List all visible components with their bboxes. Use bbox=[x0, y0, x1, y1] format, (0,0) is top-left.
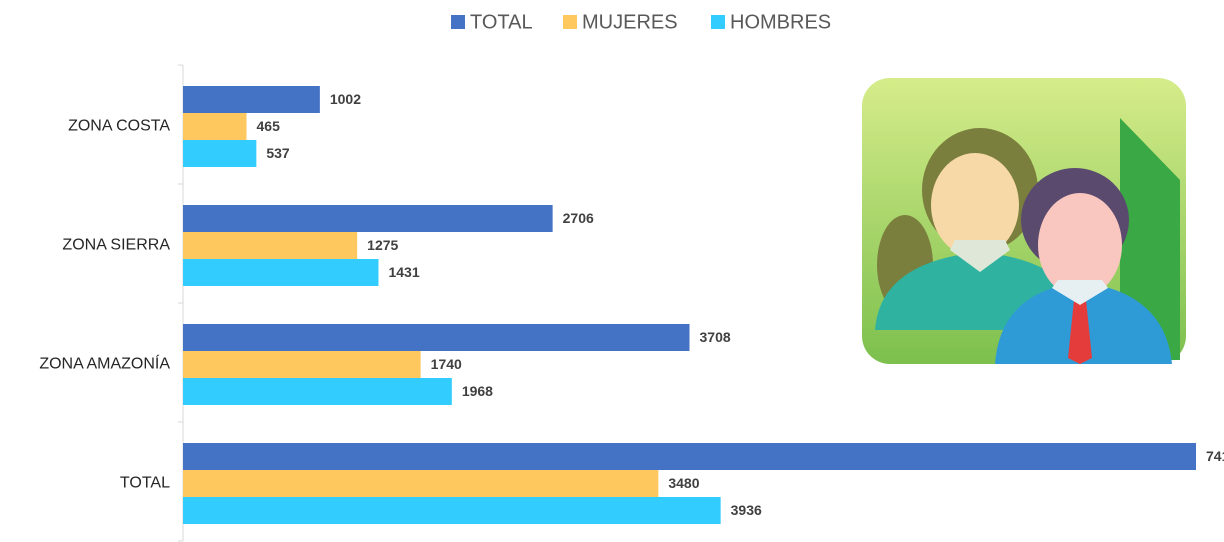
legend-label: HOMBRES bbox=[730, 11, 831, 33]
category-label: TOTAL bbox=[120, 475, 170, 492]
legend-label: TOTAL bbox=[470, 11, 533, 33]
bar bbox=[183, 443, 1196, 470]
data-label: 1275 bbox=[367, 237, 398, 253]
illustration bbox=[862, 78, 1186, 364]
bar bbox=[183, 497, 721, 524]
category-label: ZONA COSTA bbox=[68, 118, 170, 135]
bar bbox=[183, 205, 553, 232]
bar bbox=[183, 86, 320, 113]
bar bbox=[183, 232, 357, 259]
data-label: 2706 bbox=[563, 210, 594, 226]
legend-label: MUJERES bbox=[582, 11, 678, 33]
bar bbox=[183, 351, 421, 378]
bar bbox=[183, 113, 247, 140]
data-label: 1431 bbox=[388, 264, 419, 280]
data-label: 1968 bbox=[462, 383, 493, 399]
legend-swatch bbox=[451, 15, 465, 29]
data-label: 7416 bbox=[1206, 448, 1224, 464]
data-label: 3480 bbox=[668, 475, 699, 491]
bar bbox=[183, 378, 452, 405]
category-label: ZONA AMAZONÍA bbox=[39, 354, 170, 373]
chart: TOTAL MUJERES HOMBRES ZONA COSTA 1002 465 537 Z… bbox=[0, 0, 1224, 542]
bar bbox=[183, 470, 658, 497]
bar bbox=[183, 140, 256, 167]
legend-swatch bbox=[563, 15, 577, 29]
data-label: 3708 bbox=[700, 329, 731, 345]
bar bbox=[183, 259, 378, 286]
bar bbox=[183, 324, 690, 351]
data-label: 537 bbox=[266, 145, 290, 161]
category-label: ZONA SIERRA bbox=[62, 237, 170, 254]
data-label: 465 bbox=[257, 118, 281, 134]
data-label: 3936 bbox=[731, 502, 762, 518]
legend-swatch bbox=[711, 15, 725, 29]
data-label: 1740 bbox=[431, 356, 462, 372]
data-label: 1002 bbox=[330, 91, 361, 107]
